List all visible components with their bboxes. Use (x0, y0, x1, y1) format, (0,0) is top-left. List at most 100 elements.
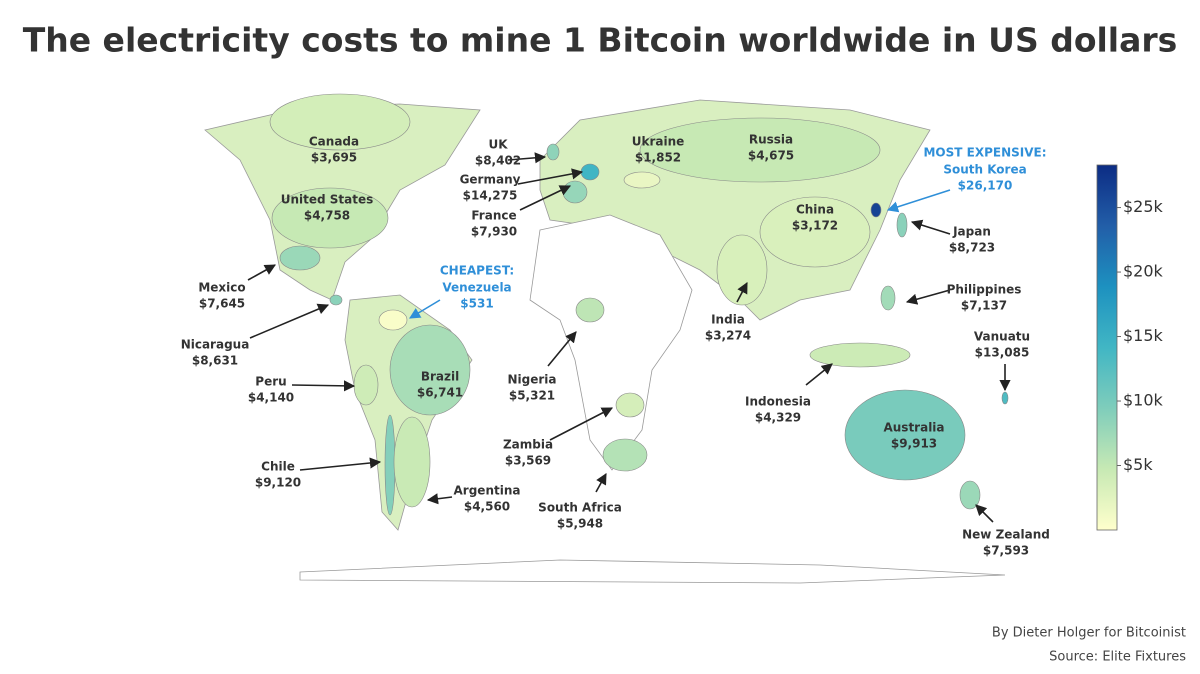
value-label: $4,329 (755, 411, 801, 425)
value-label: $4,675 (748, 149, 794, 163)
country-name: Germany (460, 173, 521, 187)
note-label: MOST EXPENSIVE: (923, 146, 1046, 160)
value-label: $5,948 (557, 517, 603, 531)
arrow (519, 185, 572, 211)
country-shape (880, 285, 896, 311)
country-shape (389, 324, 471, 416)
value-label: $3,172 (792, 219, 838, 233)
country-shape (639, 117, 881, 183)
country-name: New Zealand (962, 528, 1050, 542)
value-label: $4,560 (464, 500, 510, 514)
value-label: $26,170 (958, 179, 1013, 193)
arrow (905, 289, 951, 305)
country-shape (279, 245, 321, 271)
country-name: Canada (309, 135, 359, 149)
country-name: France (471, 209, 516, 223)
country-name: UK (488, 138, 508, 152)
country-shape (809, 342, 911, 368)
country-shape (580, 163, 600, 181)
value-label: $9,120 (255, 476, 301, 490)
regions (269, 93, 1009, 516)
value-label: $6,741 (417, 386, 463, 400)
value-label: $4,758 (304, 209, 350, 223)
country-shape (615, 392, 645, 418)
value-label: $7,593 (983, 544, 1029, 558)
country-name: Mexico (198, 281, 245, 295)
value-label: $1,852 (635, 151, 681, 165)
value-label: $3,274 (705, 329, 751, 343)
country-name: United States (281, 193, 374, 207)
arrow (549, 407, 613, 441)
country-name: Indonesia (745, 395, 811, 409)
country-shape (329, 294, 343, 306)
country-shape (384, 414, 396, 516)
arrow (409, 299, 441, 319)
country-shape (1001, 391, 1009, 405)
arrow (886, 189, 951, 213)
note-label: CHEAPEST: (440, 264, 514, 278)
arrow (910, 219, 951, 235)
country-name: Russia (749, 133, 793, 147)
country-name: South Korea (943, 163, 1026, 177)
country-name: Venezuela (442, 281, 511, 295)
country-shape (623, 171, 661, 189)
country-shape (870, 202, 882, 218)
country-name: China (796, 203, 834, 217)
arrow (249, 303, 330, 339)
arrow (975, 504, 994, 523)
africa (529, 214, 693, 471)
country-shape (546, 143, 560, 161)
value-label: $8,631 (192, 354, 238, 368)
value-label: $3,569 (505, 454, 551, 468)
country-name: Philippines (947, 283, 1022, 297)
country-name: Peru (255, 375, 286, 389)
colorbar (1096, 164, 1118, 531)
value-label: $7,137 (961, 299, 1007, 313)
country-name: Argentina (454, 484, 521, 498)
country-name: Brazil (421, 370, 459, 384)
colorbar-tick-label: $15k (1123, 326, 1164, 345)
country-shape (378, 309, 408, 331)
country-name: Australia (883, 421, 944, 435)
arrow (426, 493, 453, 505)
country-shape (896, 212, 908, 238)
value-label: $7,930 (471, 225, 517, 239)
country-name: Ukraine (632, 135, 685, 149)
country-name: Nicaragua (181, 338, 250, 352)
country-shape (716, 234, 768, 306)
arrow (507, 152, 547, 164)
country-shape (844, 389, 966, 481)
arrow (517, 168, 584, 185)
arrow (595, 473, 607, 493)
credit: By Dieter Holger for Bitcoinist (992, 626, 1186, 641)
country-shape (959, 480, 981, 510)
arrow (547, 331, 577, 367)
country-shape (393, 416, 431, 508)
title: The electricity costs to mine 1 Bitcoin … (23, 21, 1178, 60)
country-name: Chile (261, 460, 295, 474)
source: Source: Elite Fixtures (1049, 650, 1186, 665)
country-shape (353, 364, 379, 406)
country-shape (271, 187, 389, 249)
colorbar-tick-label: $10k (1123, 391, 1164, 410)
country-shape (759, 196, 871, 268)
colorbar-tick-label: $5k (1123, 455, 1153, 474)
country-name: Vanuatu (974, 330, 1030, 344)
value-label: $13,085 (975, 346, 1030, 360)
country-shape (562, 180, 588, 204)
value-label: $3,695 (311, 151, 357, 165)
labels: Canada $3,695 United States $4,758 Mexico $7,… (181, 133, 1050, 558)
value-label: $4,140 (248, 391, 294, 405)
arrow (736, 282, 748, 303)
colorbar-tick-label: $20k (1123, 262, 1164, 281)
arrow (805, 363, 833, 386)
country-name: Japan (952, 225, 991, 239)
arrow (291, 380, 356, 392)
value-label: $5,321 (509, 389, 555, 403)
country-shape (602, 438, 648, 472)
arrow (247, 264, 276, 281)
country-name: South Africa (538, 501, 622, 515)
country-shape (269, 93, 411, 151)
value-label: $7,645 (199, 297, 245, 311)
